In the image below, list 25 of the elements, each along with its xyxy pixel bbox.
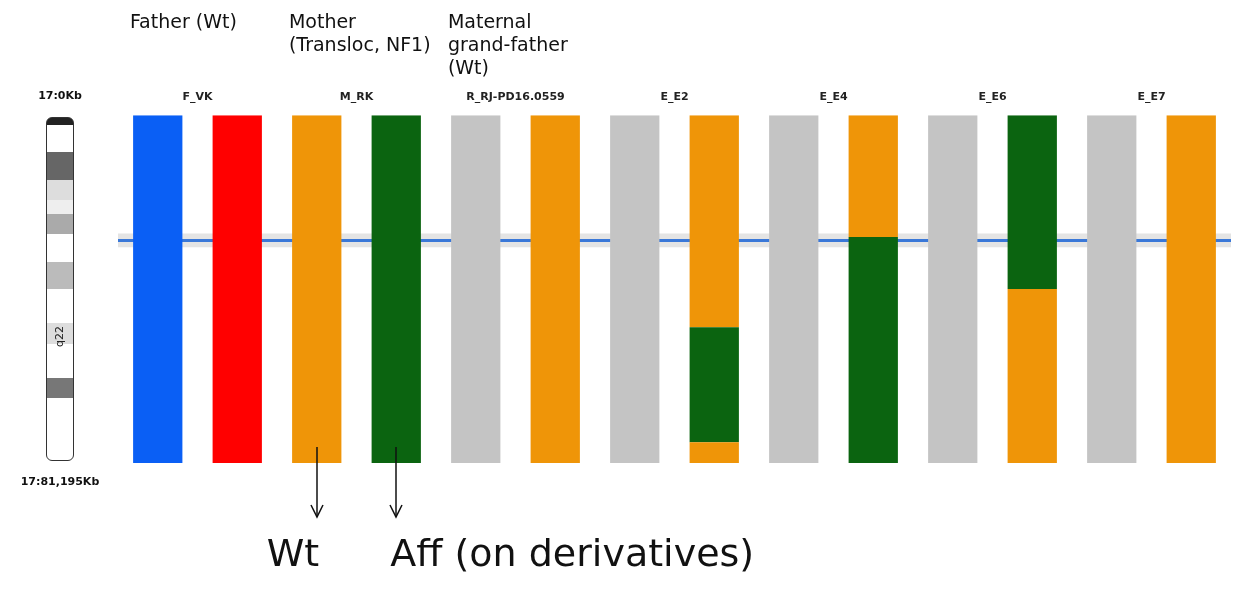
text: Mother (Transloc, NF1)	[288, 10, 431, 56]
text: Father (Wt)	[129, 10, 237, 33]
bar	[689, 327, 739, 443]
x-tick-label: R_RJ-PD16.0559	[466, 90, 565, 104]
text: 17:81,195Kb	[20, 475, 100, 489]
text: Wt	[266, 531, 320, 575]
x-tick-label: E_E4	[819, 90, 848, 104]
bar	[928, 115, 978, 463]
bar	[133, 115, 183, 463]
text: 17:0Kb	[38, 88, 82, 102]
bar	[610, 115, 660, 463]
x-tick-label: F_VK	[182, 90, 213, 104]
x-tick-label: E_E6	[978, 90, 1007, 104]
text: Maternal grand-father (Wt)	[447, 10, 568, 79]
bar	[769, 115, 819, 463]
bar	[212, 115, 262, 463]
chromosome-ideogram: q22	[46, 117, 74, 461]
bar	[451, 115, 501, 463]
x-tick-label: M_RK	[339, 90, 374, 104]
bar	[1007, 115, 1057, 290]
x-tick-label: E_E7	[1137, 90, 1166, 104]
text: Aff (on derivatives)	[390, 531, 755, 575]
bar	[689, 115, 739, 328]
bar	[1087, 115, 1137, 463]
x-tick-label: E_E2	[660, 90, 689, 104]
